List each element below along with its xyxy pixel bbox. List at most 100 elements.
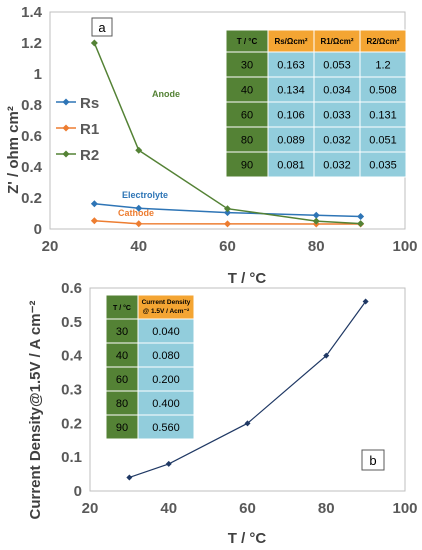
annotation-cathode: Cathode bbox=[118, 208, 154, 218]
table-a-cell-bg bbox=[313, 126, 361, 153]
table-a-cell-bg bbox=[225, 126, 269, 153]
table-a-cell-bg bbox=[267, 101, 315, 128]
series-r2-point bbox=[357, 220, 365, 228]
legend-r2-label: R2 bbox=[80, 147, 99, 164]
panel-a-ytick-label: 1.4 bbox=[21, 4, 43, 21]
panel-a-xtick-label: 20 bbox=[42, 238, 59, 255]
table-a-cell: 0.053 bbox=[323, 60, 351, 72]
panel-b-plot-area bbox=[89, 287, 406, 492]
table-a-cell: 0.032 bbox=[323, 160, 351, 172]
series-current-density-point bbox=[323, 352, 330, 359]
table-a-cell: 90 bbox=[241, 160, 253, 172]
series-current-density-point bbox=[165, 460, 172, 467]
panel-a-ytick-label: 0.4 bbox=[21, 159, 43, 176]
panel-b-label: b bbox=[369, 453, 376, 468]
panel-a-ytick-label: 0 bbox=[34, 221, 42, 238]
legend-r1-marker bbox=[62, 124, 70, 132]
panel-b-ytick-label: 0.5 bbox=[61, 314, 82, 331]
table-a-cell: 0.106 bbox=[277, 110, 305, 122]
table-a-cell: 0.089 bbox=[277, 135, 305, 147]
panel-b-ytick-label: 0 bbox=[74, 483, 82, 500]
panel-a-ylabel: Z' / ohm cm² bbox=[5, 106, 22, 194]
panel-b-ytick-label: 0.1 bbox=[61, 449, 82, 466]
series-r2-point bbox=[90, 39, 98, 47]
series-rs-point bbox=[224, 209, 231, 217]
table-b-cell: 30 bbox=[116, 326, 128, 338]
panel-a-xtick-label: 80 bbox=[308, 238, 325, 255]
series-r2-point bbox=[135, 146, 143, 154]
series-current-density-point bbox=[126, 474, 133, 481]
panel-a-xtick-label: 60 bbox=[219, 238, 236, 255]
table-b-cell: 40 bbox=[116, 350, 128, 362]
table-a-cell-bg bbox=[267, 51, 315, 78]
panel-a-xtick-label: 40 bbox=[130, 238, 147, 255]
panel-a-xtick-label: 100 bbox=[392, 238, 417, 255]
table-b-cell-bg bbox=[137, 318, 195, 344]
table-a-header: R2/Ωcm² bbox=[366, 37, 399, 46]
panel-b-ytick-label: 0.2 bbox=[61, 415, 82, 432]
table-a-cell: 0.134 bbox=[277, 85, 305, 97]
series-r1-point bbox=[90, 217, 98, 225]
panel-a-ytick-label: 0.2 bbox=[21, 190, 42, 207]
table-b-cell-bg bbox=[137, 342, 195, 368]
series-rs-point bbox=[135, 204, 143, 212]
table-a-cell: 0.163 bbox=[277, 60, 305, 72]
series-r1-point bbox=[135, 220, 143, 228]
table-a-cell: 80 bbox=[241, 135, 253, 147]
table-a-cell: 40 bbox=[241, 85, 253, 97]
table-b-cell: 90 bbox=[116, 422, 128, 434]
series-r1-point bbox=[224, 220, 231, 228]
table-a-cell: 0.131 bbox=[369, 110, 397, 122]
table-a-cell-bg bbox=[267, 76, 315, 103]
panel-a-label: a bbox=[98, 20, 106, 35]
series-rs-point bbox=[357, 212, 365, 220]
panel-b-xtick-label: 100 bbox=[392, 500, 417, 517]
table-a-cell-bg bbox=[225, 101, 269, 128]
table-a-cell-bg bbox=[267, 126, 315, 153]
panel-a-ytick-label: 1.2 bbox=[21, 35, 42, 52]
panel-b-chart: Current Density@1.5V / A cm⁻² T / °C 0 0.… bbox=[27, 280, 418, 547]
series-r2-point bbox=[224, 205, 231, 213]
panel-a-xlabel: T / °C bbox=[228, 270, 267, 287]
legend-r1-label: R1 bbox=[80, 121, 99, 138]
table-b-header: Current Density bbox=[142, 299, 191, 306]
table-b-header: @ 1.5V / Acm⁻² bbox=[143, 308, 190, 315]
table-a-cell: 0.051 bbox=[369, 135, 397, 147]
table-b-cell-bg bbox=[137, 294, 195, 320]
table-a-cell: 1.2 bbox=[375, 60, 390, 72]
series-r2-point bbox=[312, 217, 320, 225]
table-a-cell: 0.081 bbox=[277, 160, 305, 172]
table-a-header: T / °C bbox=[237, 37, 258, 46]
panel-b-ytick-label: 0.4 bbox=[61, 348, 83, 365]
panel-b-xlabel: T / °C bbox=[228, 530, 267, 547]
table-a-header: R1/Ωcm² bbox=[320, 37, 353, 46]
table-a-cell: 30 bbox=[241, 60, 253, 72]
table-b-cell: 0.200 bbox=[152, 374, 180, 386]
panel-a-label-box bbox=[91, 17, 113, 37]
table-a-cell: 0.032 bbox=[323, 135, 351, 147]
series-current-density-point bbox=[362, 298, 369, 305]
table-a-cell-bg bbox=[359, 101, 407, 128]
table-b-cell: 0.080 bbox=[152, 350, 180, 362]
table-a-cell: 0.035 bbox=[369, 160, 397, 172]
panel-b-ylabel: Current Density@1.5V / A cm⁻² bbox=[27, 301, 44, 520]
table-b-cell: 60 bbox=[116, 374, 128, 386]
legend-rs-marker bbox=[62, 98, 70, 106]
table-a-cell-bg bbox=[267, 151, 315, 178]
legend-r2-marker bbox=[62, 150, 70, 158]
panel-b-xtick-label: 60 bbox=[239, 500, 256, 517]
panel-a-ytick-label: 0.8 bbox=[21, 97, 42, 114]
table-a-cell: 0.508 bbox=[369, 85, 397, 97]
series-current-density-point bbox=[244, 420, 251, 427]
panel-b-xtick-label: 40 bbox=[160, 500, 177, 517]
table-a-cell-bg bbox=[225, 151, 269, 178]
panel-b-xtick-label: 80 bbox=[318, 500, 335, 517]
panel-b-ytick-label: 0.6 bbox=[61, 280, 82, 297]
series-rs-point bbox=[312, 211, 320, 219]
table-a-cell-bg bbox=[313, 51, 361, 78]
annotation-electrolyte: Electrolyte bbox=[122, 190, 168, 200]
table-a-cell: 60 bbox=[241, 110, 253, 122]
panel-b-xtick-label: 20 bbox=[82, 500, 99, 517]
panel-b-label-box bbox=[361, 449, 385, 471]
